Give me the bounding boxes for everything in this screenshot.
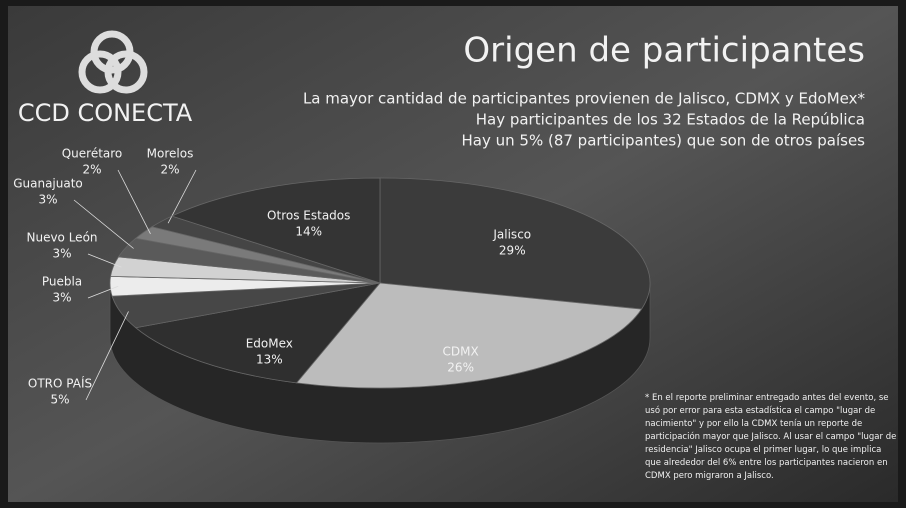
value-label: 2% [82, 163, 101, 177]
slice-label: CDMX [443, 345, 479, 359]
slice-label: OTRO PAÍS [28, 376, 92, 391]
slice-label: Guanajuato [13, 177, 83, 191]
slide: CCD CONECTA Origen de participantes La m… [0, 0, 906, 508]
slice-label: Nuevo León [26, 231, 97, 245]
slice-label: Morelos [147, 147, 194, 161]
brand: CCD CONECTA [18, 99, 193, 127]
chart-title: Origen de participantes [463, 31, 865, 71]
subtitle: Hay participantes de los 32 Estados de l… [476, 111, 865, 129]
slice-label: Jalisco [492, 228, 531, 242]
value-label: 26% [447, 361, 474, 375]
value-label: 13% [256, 352, 283, 366]
slice-label: Puebla [42, 275, 82, 289]
subtitle: La mayor cantidad de participantes provi… [303, 90, 866, 108]
footnote: * En el reporte preliminar entregado ant… [645, 392, 900, 483]
value-label: 3% [52, 291, 71, 305]
value-label: 2% [160, 163, 179, 177]
slice-label: EdoMex [246, 336, 293, 350]
value-label: 29% [499, 244, 526, 258]
value-label: 5% [50, 393, 69, 407]
value-label: 14% [295, 225, 322, 239]
slice-label: Otros Estados [267, 209, 350, 223]
subtitle: Hay un 5% (87 participantes) que son de … [462, 132, 866, 150]
value-label: 3% [38, 193, 57, 207]
slice-label: Querétaro [62, 147, 123, 161]
value-label: 3% [52, 247, 71, 261]
